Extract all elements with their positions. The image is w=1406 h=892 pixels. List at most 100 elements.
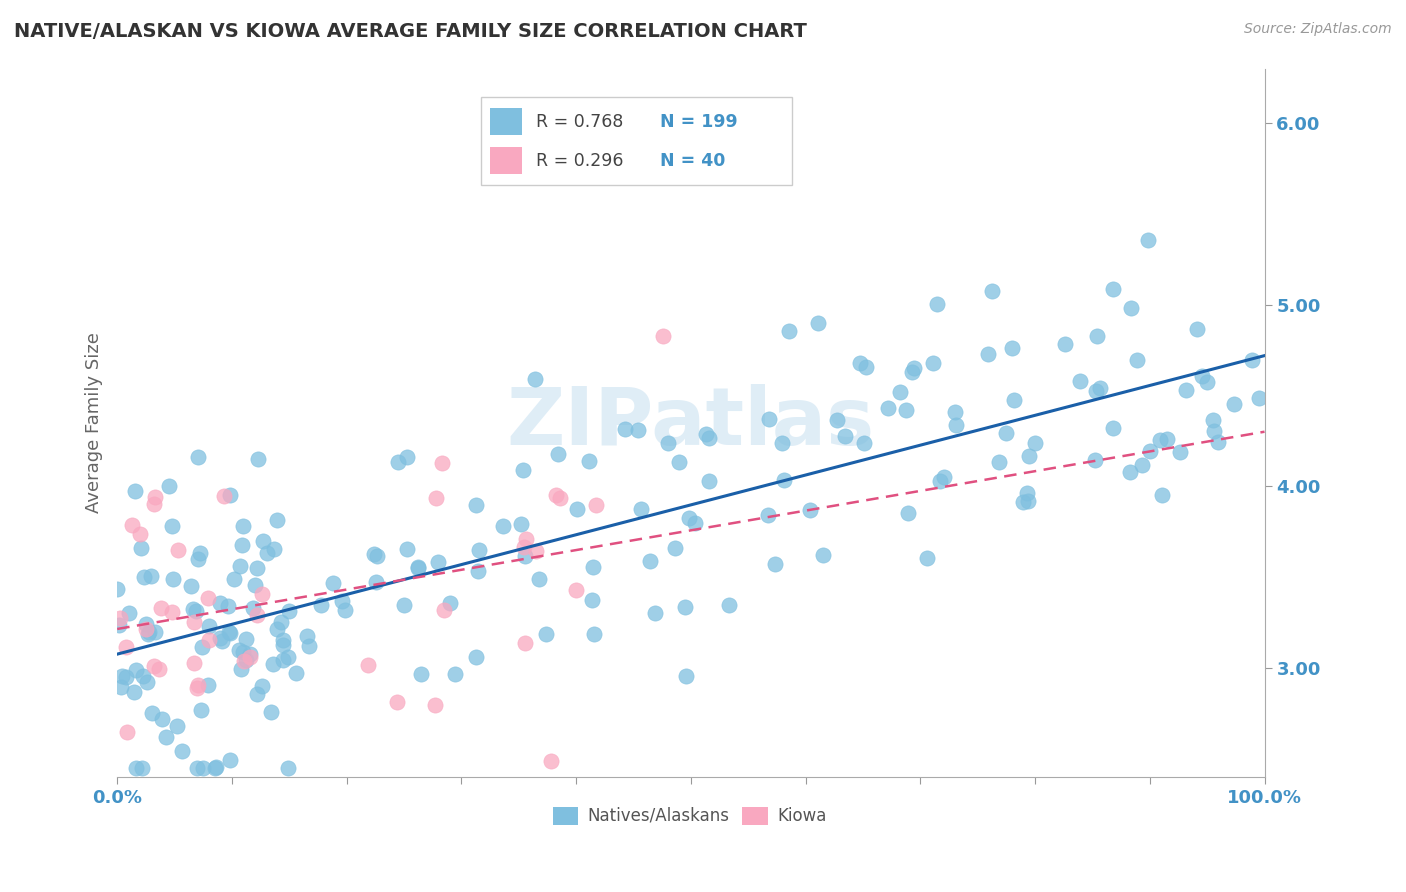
Point bbox=[630, 501, 652, 516]
Point bbox=[250, 586, 273, 600]
Point bbox=[197, 619, 219, 633]
Point bbox=[180, 579, 202, 593]
Point bbox=[995, 426, 1018, 441]
Point bbox=[526, 543, 548, 558]
Point bbox=[852, 435, 875, 450]
Point bbox=[187, 450, 209, 465]
Point bbox=[778, 325, 800, 339]
Point bbox=[191, 640, 214, 654]
Point bbox=[799, 503, 821, 517]
Point bbox=[1012, 495, 1035, 509]
Point bbox=[260, 705, 283, 719]
Point bbox=[1206, 434, 1229, 449]
Point bbox=[219, 626, 242, 640]
Point bbox=[925, 297, 948, 311]
Point bbox=[271, 633, 294, 648]
Point bbox=[657, 435, 679, 450]
Point bbox=[115, 640, 138, 654]
Point bbox=[1136, 234, 1159, 248]
Point bbox=[1152, 488, 1174, 502]
Point bbox=[122, 685, 145, 699]
Point bbox=[218, 488, 240, 502]
Point bbox=[181, 602, 204, 616]
Point bbox=[387, 695, 409, 709]
Point bbox=[1168, 444, 1191, 458]
Point bbox=[423, 698, 446, 713]
Point bbox=[129, 527, 152, 541]
Point bbox=[1069, 374, 1091, 388]
Point bbox=[392, 598, 415, 612]
Point bbox=[1249, 391, 1271, 405]
Point bbox=[524, 372, 547, 386]
Text: N = 40: N = 40 bbox=[659, 152, 725, 169]
Point bbox=[298, 639, 321, 653]
Point bbox=[547, 447, 569, 461]
Point bbox=[232, 654, 254, 668]
Point bbox=[135, 675, 157, 690]
Point bbox=[357, 657, 380, 672]
Point bbox=[578, 453, 600, 467]
Bar bbox=[553, 806, 578, 824]
Point bbox=[426, 555, 449, 569]
Point bbox=[877, 401, 900, 415]
Point bbox=[627, 423, 650, 437]
Point bbox=[141, 706, 163, 720]
Point bbox=[217, 599, 239, 613]
Point bbox=[678, 510, 700, 524]
Point bbox=[141, 569, 163, 583]
Bar bbox=[491, 147, 522, 174]
Point bbox=[204, 761, 226, 775]
Point bbox=[897, 507, 920, 521]
Point bbox=[675, 669, 697, 683]
Point bbox=[444, 667, 467, 681]
Point bbox=[231, 519, 253, 533]
Point bbox=[107, 618, 129, 632]
Point bbox=[640, 554, 662, 568]
Point bbox=[222, 572, 245, 586]
Point bbox=[763, 558, 786, 572]
Point bbox=[980, 284, 1002, 298]
Point bbox=[894, 402, 917, 417]
Text: N = 199: N = 199 bbox=[659, 112, 738, 130]
Point bbox=[509, 516, 531, 531]
Point bbox=[465, 498, 488, 512]
Point bbox=[644, 606, 666, 620]
Point bbox=[1119, 465, 1142, 479]
Point bbox=[395, 450, 418, 464]
Point bbox=[673, 600, 696, 615]
Point bbox=[212, 489, 235, 503]
Point bbox=[1187, 322, 1209, 336]
Point bbox=[111, 669, 134, 683]
Point bbox=[903, 360, 925, 375]
Point bbox=[143, 624, 166, 639]
Point bbox=[1087, 329, 1109, 343]
Point bbox=[235, 632, 257, 647]
Point bbox=[664, 541, 686, 556]
Point bbox=[160, 519, 183, 533]
Text: Kiowa: Kiowa bbox=[778, 806, 827, 824]
Point bbox=[110, 611, 132, 625]
Point bbox=[129, 541, 152, 555]
Point bbox=[187, 552, 209, 566]
Point bbox=[1119, 301, 1142, 316]
Point bbox=[468, 542, 491, 557]
Point bbox=[756, 508, 779, 523]
Point bbox=[270, 615, 292, 629]
Point bbox=[1139, 444, 1161, 458]
Point bbox=[366, 549, 388, 563]
Point bbox=[651, 328, 673, 343]
Point bbox=[855, 360, 877, 375]
Point bbox=[117, 724, 139, 739]
Point bbox=[406, 561, 429, 575]
Point bbox=[247, 452, 270, 467]
Point bbox=[218, 625, 240, 640]
Point bbox=[1175, 383, 1198, 397]
Point bbox=[849, 356, 872, 370]
Point bbox=[183, 656, 205, 670]
Point bbox=[613, 422, 636, 436]
Point bbox=[1201, 413, 1223, 427]
Point bbox=[150, 601, 173, 615]
Point bbox=[239, 650, 262, 665]
Point bbox=[527, 572, 550, 586]
Point bbox=[512, 463, 534, 477]
